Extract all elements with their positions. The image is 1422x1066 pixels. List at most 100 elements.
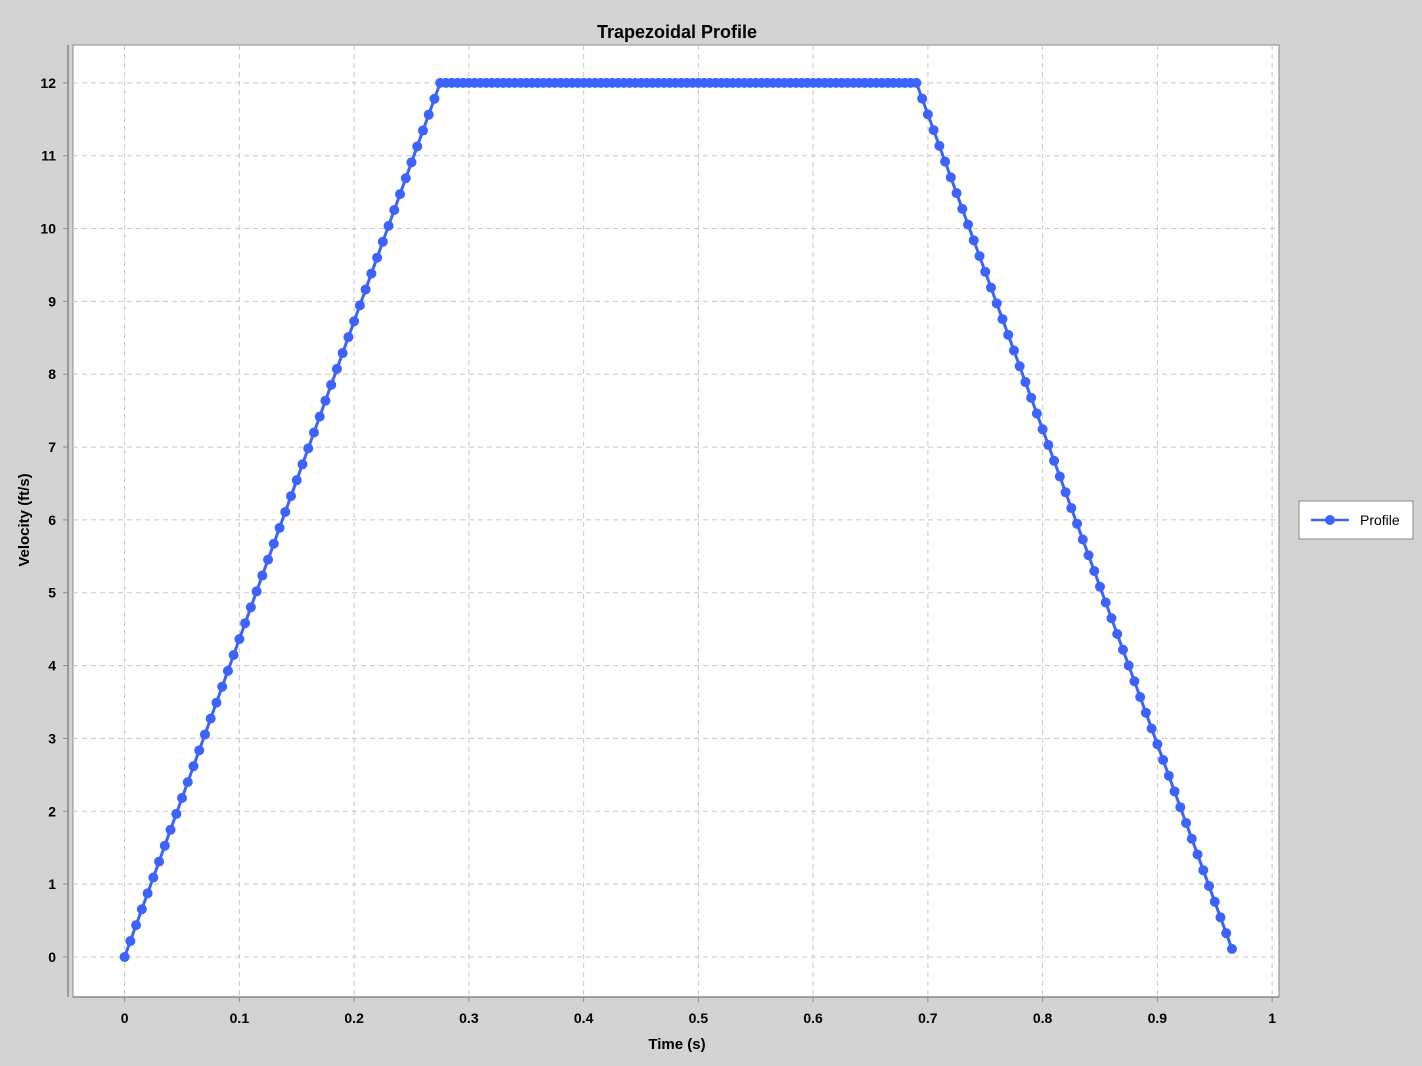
y-tick-label: 1 — [48, 876, 56, 892]
data-point — [417, 125, 428, 136]
data-point — [383, 220, 394, 231]
x-tick-label: 0.6 — [803, 1010, 823, 1026]
data-point — [274, 522, 285, 533]
data-point — [1135, 691, 1146, 702]
data-point — [343, 332, 354, 343]
data-point — [320, 395, 331, 406]
x-tick-label: 0.2 — [344, 1010, 364, 1026]
data-point — [331, 363, 342, 374]
data-point — [963, 219, 974, 230]
data-point — [303, 443, 314, 454]
y-tick-label: 7 — [48, 439, 56, 455]
data-point — [389, 205, 400, 216]
x-tick-label: 0.7 — [918, 1010, 938, 1026]
y-axis-label: Velocity (ft/s) — [16, 473, 33, 566]
data-point — [240, 618, 251, 629]
data-point — [1129, 676, 1140, 687]
y-tick-label: 0 — [48, 949, 56, 965]
data-point — [211, 697, 222, 708]
data-point — [974, 251, 985, 262]
data-point — [297, 459, 308, 470]
data-point — [1054, 471, 1065, 482]
data-point — [1003, 329, 1014, 340]
data-point — [268, 538, 279, 549]
data-point — [1014, 361, 1025, 372]
data-point — [1186, 833, 1197, 844]
data-point — [1152, 739, 1163, 750]
data-point — [205, 713, 216, 724]
data-point — [1192, 849, 1203, 860]
y-tick-label: 3 — [48, 730, 56, 746]
data-point — [354, 300, 365, 311]
data-point — [1163, 770, 1174, 781]
data-point — [257, 570, 268, 581]
data-point — [1215, 912, 1226, 923]
data-point — [286, 491, 297, 502]
data-point — [945, 172, 956, 183]
data-point — [412, 141, 423, 152]
data-point — [1037, 424, 1048, 435]
y-tick-label: 10 — [40, 221, 56, 237]
data-point — [136, 904, 147, 915]
data-point — [171, 808, 182, 819]
data-point — [1083, 550, 1094, 561]
series-profile — [119, 77, 1237, 962]
data-point — [1049, 455, 1060, 466]
data-point — [1175, 802, 1186, 813]
data-point — [326, 379, 337, 390]
y-tick-label: 2 — [48, 803, 56, 819]
x-tick-label: 0.5 — [689, 1010, 709, 1026]
x-tick-label: 1 — [1268, 1010, 1276, 1026]
data-point — [1117, 644, 1128, 655]
data-point — [263, 554, 274, 565]
data-point — [119, 951, 130, 962]
data-point — [222, 665, 233, 676]
data-point — [957, 203, 968, 214]
data-point — [125, 936, 136, 947]
data-point — [1026, 392, 1037, 403]
y-tick-label: 11 — [41, 148, 56, 164]
chart-title: Trapezoidal Profile — [597, 22, 757, 42]
data-point — [131, 920, 142, 931]
data-point — [177, 793, 188, 804]
data-point — [182, 777, 193, 788]
data-point — [291, 475, 302, 486]
data-point — [314, 411, 325, 422]
data-point — [1209, 896, 1220, 907]
data-point — [1020, 377, 1031, 388]
data-point — [165, 824, 176, 835]
data-point — [154, 856, 165, 867]
data-point — [245, 602, 256, 613]
data-point — [1123, 660, 1134, 671]
x-tick-label: 0.8 — [1033, 1010, 1053, 1026]
data-point — [1204, 880, 1214, 891]
data-point — [928, 125, 939, 136]
x-tick-label: 0.3 — [459, 1010, 479, 1026]
data-point — [366, 268, 377, 279]
data-point — [991, 298, 1002, 309]
data-point — [1043, 440, 1054, 451]
data-point — [1106, 613, 1117, 624]
data-point — [349, 316, 360, 327]
legend-label: Profile — [1360, 512, 1400, 528]
data-point — [406, 157, 417, 168]
data-point — [1031, 408, 1042, 419]
data-point — [1221, 928, 1232, 939]
data-point — [217, 681, 228, 692]
y-tick-label: 5 — [48, 585, 56, 601]
y-tick-label: 8 — [48, 366, 56, 382]
data-point — [1072, 518, 1083, 529]
data-point — [940, 156, 951, 167]
grid-lines — [73, 45, 1279, 997]
data-point — [372, 252, 383, 263]
y-tick-label: 4 — [48, 658, 56, 674]
x-tick-label: 0.4 — [574, 1010, 594, 1026]
data-point — [429, 93, 440, 104]
data-point — [228, 649, 239, 660]
y-tick-label: 12 — [40, 75, 56, 91]
data-point — [234, 634, 245, 645]
data-point — [400, 173, 411, 184]
legend: Profile — [1298, 500, 1414, 540]
